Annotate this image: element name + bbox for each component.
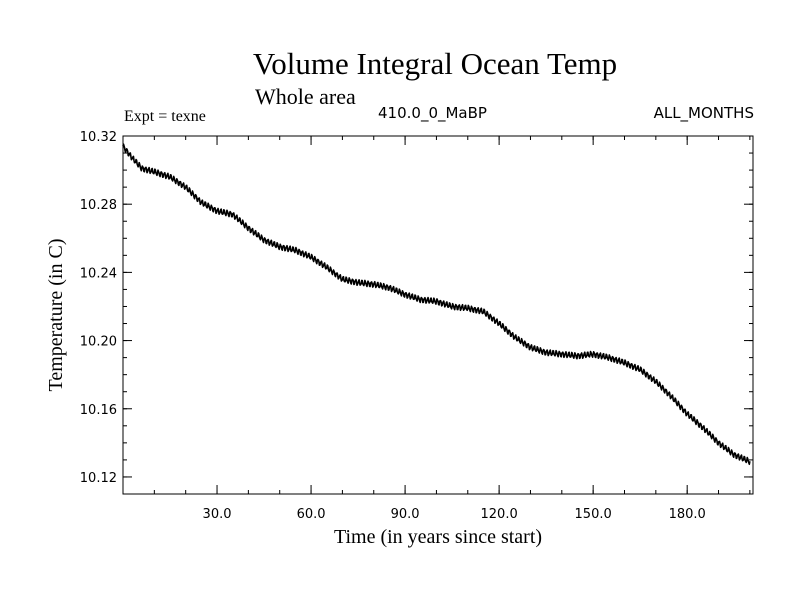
- y-tick-label: 10.16: [80, 403, 117, 418]
- y-tick-label: 10.20: [80, 335, 117, 350]
- y-tick-label: 10.24: [80, 266, 117, 281]
- chart-subtitle: Whole area: [255, 84, 356, 109]
- experiment-label: Expt = texne: [124, 108, 206, 125]
- y-axis-label: Temperature (in C): [45, 239, 67, 392]
- y-tick-label: 10.12: [80, 471, 117, 486]
- months-label: ALL_MONTHS: [653, 104, 754, 122]
- y-tick-label: 10.28: [80, 198, 117, 213]
- x-tick-label: 30.0: [203, 507, 232, 522]
- x-tick-label: 150.0: [575, 507, 612, 522]
- chart-title: Volume Integral Ocean Temp: [252, 46, 618, 81]
- x-tick-label: 90.0: [391, 507, 420, 522]
- x-tick-label: 120.0: [481, 507, 518, 522]
- period-label: 410.0_0_MaBP: [378, 104, 487, 122]
- x-axis-label: Time (in years since start): [334, 526, 542, 548]
- x-tick-label: 60.0: [297, 507, 326, 522]
- y-tick-label: 10.32: [80, 130, 117, 145]
- temperature-series-line: [122, 143, 751, 466]
- axis-ticks: [123, 135, 753, 495]
- x-tick-label: 180.0: [669, 507, 706, 522]
- plot-frame: [122, 135, 754, 495]
- tick-labels: 30.0 60.0 90.0 120.0 150.0 180.0 10.12 10.16 10.…: [80, 130, 706, 522]
